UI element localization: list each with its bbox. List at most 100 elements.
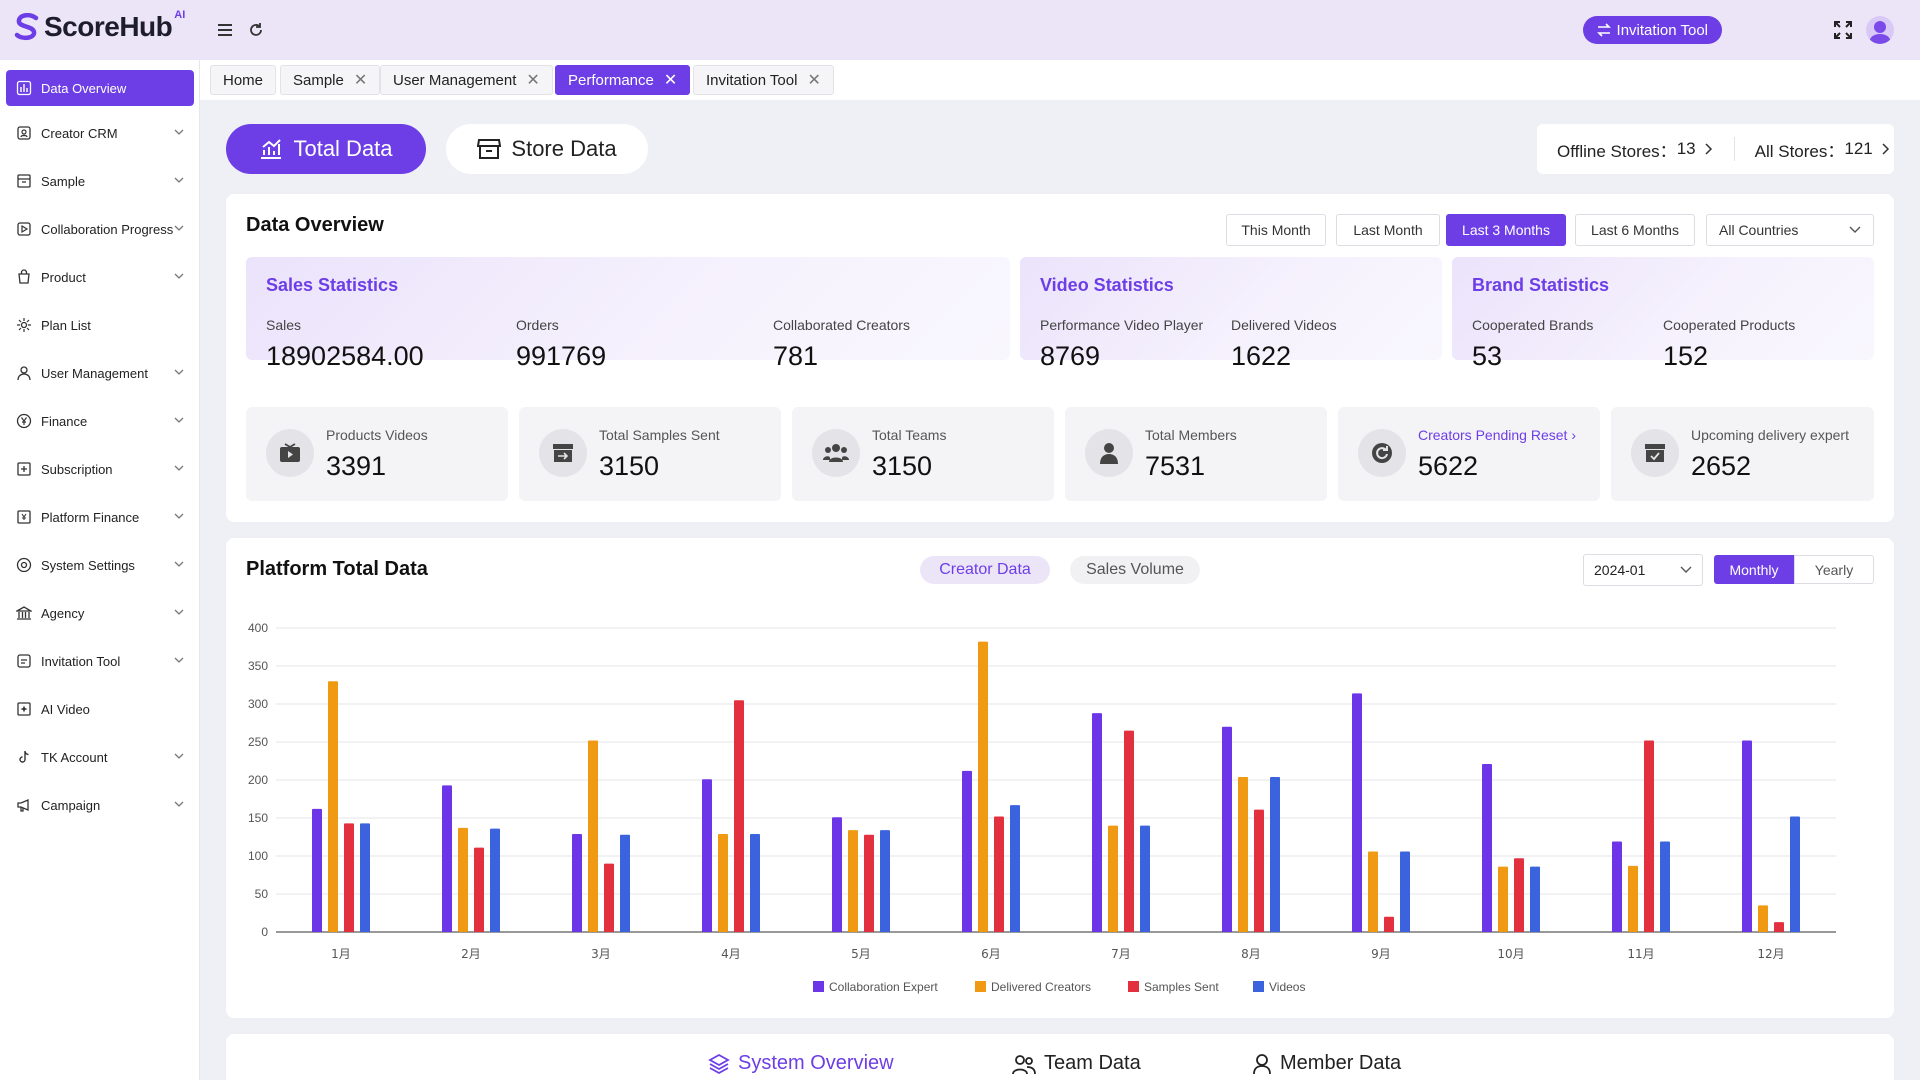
- swap-icon: [1596, 23, 1611, 37]
- tab-label: Team Data: [1044, 1052, 1141, 1074]
- sidebar-item-label: Data Overview: [41, 80, 127, 96]
- metric-value: 3150: [599, 451, 660, 481]
- period-yearly[interactable]: Yearly: [1794, 555, 1874, 584]
- sidebar-item-sample[interactable]: Sample: [6, 163, 194, 199]
- sidebar-item-platform-finance[interactable]: Platform Finance: [6, 499, 194, 535]
- period-monthly[interactable]: Monthly: [1714, 555, 1794, 584]
- app-logo[interactable]: ScoreHub AI: [14, 9, 185, 43]
- segment-creator-data[interactable]: Creator Data: [920, 556, 1050, 584]
- tab-invitation-tool[interactable]: Invitation Tool ✕: [693, 65, 834, 95]
- filter-last-month[interactable]: Last Month: [1336, 214, 1440, 246]
- bar: [1400, 851, 1410, 932]
- chevron-down-icon: [174, 561, 184, 567]
- delivery-box-icon: [1631, 429, 1679, 477]
- sidebar-item-tk-account[interactable]: TK Account: [6, 739, 194, 775]
- bar: [1742, 740, 1752, 932]
- total-data-button[interactable]: Total Data: [226, 124, 426, 174]
- sidebar-item-label: Product: [41, 269, 86, 285]
- bar: [1108, 825, 1118, 932]
- close-icon[interactable]: ✕: [353, 72, 368, 89]
- tab-sample[interactable]: Sample ✕: [280, 65, 381, 95]
- store-icon: [477, 139, 502, 159]
- metric-label: Total Teams: [872, 427, 947, 443]
- sidebar-item-label: Creator CRM: [41, 125, 118, 141]
- tab-system-overview[interactable]: System Overview: [708, 1052, 894, 1075]
- x-tick-label: 9月: [1371, 947, 1391, 961]
- legend-swatch: [1253, 981, 1264, 992]
- sidebar-item-system-settings[interactable]: System Settings: [6, 547, 194, 583]
- menu-toggle-icon[interactable]: [214, 19, 236, 41]
- team-outline-icon: [1012, 1054, 1036, 1074]
- store-data-label: Store Data: [511, 136, 617, 161]
- sidebar-item-campaign[interactable]: Campaign: [6, 787, 194, 823]
- filter-this-month[interactable]: This Month: [1226, 214, 1326, 246]
- tiktok-icon: [19, 750, 29, 763]
- country-select[interactable]: All Countries: [1706, 214, 1874, 246]
- sidebar-item-finance[interactable]: Finance: [6, 403, 194, 439]
- filter-last-6-months[interactable]: Last 6 Months: [1575, 214, 1695, 246]
- y-tick-label: 200: [248, 773, 268, 787]
- sidebar-item-data-overview[interactable]: Data Overview: [6, 70, 194, 106]
- megaphone-icon: [17, 799, 29, 812]
- metric-label: Total Samples Sent: [599, 427, 720, 443]
- gear-icon: [16, 557, 32, 573]
- metric-value: 5622: [1418, 451, 1479, 481]
- sidebar-item-creator-crm[interactable]: Creator CRM: [6, 115, 194, 151]
- reset-icon: [1358, 429, 1406, 477]
- sidebar-item-label: Campaign: [41, 797, 101, 813]
- sidebar-item-ai-video[interactable]: AI Video: [6, 691, 194, 727]
- bar: [1612, 841, 1622, 932]
- legend-label: Samples Sent: [1144, 980, 1219, 994]
- segment-sales-volume[interactable]: Sales Volume: [1070, 556, 1200, 584]
- offline-stores-link[interactable]: Offline Stores： 13: [1557, 137, 1714, 162]
- tab-member-data[interactable]: Member Data: [1252, 1052, 1401, 1075]
- close-icon[interactable]: ✕: [807, 72, 821, 89]
- sidebar-item-agency[interactable]: Agency: [6, 595, 194, 631]
- store-data-button[interactable]: Store Data: [446, 124, 648, 174]
- offline-stores-value: 13: [1676, 139, 1696, 158]
- sidebar-item-label: Finance: [41, 413, 88, 429]
- bank-icon: [16, 606, 32, 620]
- offline-stores-label: Offline Stores：: [1557, 141, 1677, 161]
- sidebar-item-plan-list[interactable]: Plan List: [6, 307, 194, 343]
- top-bar: ScoreHub AI Invitation Tool: [0, 0, 1920, 60]
- close-icon[interactable]: ✕: [663, 72, 678, 89]
- sidebar-item-label: User Management: [41, 365, 148, 381]
- sidebar-item-label: Sample: [41, 173, 86, 189]
- sidebar-item-collaboration-progress[interactable]: Collaboration Progress: [6, 211, 194, 247]
- all-stores-link[interactable]: All Stores： 121: [1755, 137, 1891, 162]
- sidebar-item-invitation-tool[interactable]: Invitation Tool: [6, 643, 194, 679]
- tab-home[interactable]: Home: [210, 65, 277, 95]
- invitation-tool-button[interactable]: Invitation Tool: [1582, 16, 1722, 44]
- plus-square-icon: [17, 462, 31, 476]
- total-data-label: Total Data: [293, 136, 393, 161]
- close-icon[interactable]: ✕: [526, 72, 540, 89]
- x-tick-label: 4月: [721, 947, 741, 961]
- bar: [1368, 851, 1378, 932]
- sidebar-item-product[interactable]: Product: [6, 259, 194, 295]
- metric-creators-pending-reset[interactable]: Creators Pending Reset › 5622: [1338, 407, 1600, 501]
- x-tick-label: 7月: [1111, 947, 1131, 961]
- metric-value: 3150: [872, 451, 933, 481]
- sidebar-item-subscription[interactable]: Subscription: [6, 451, 194, 487]
- user-avatar[interactable]: [1866, 16, 1894, 44]
- bar: [1254, 809, 1264, 932]
- platform-total-panel: [226, 538, 1894, 1018]
- metric-label-link[interactable]: Creators Pending Reset ›: [1418, 427, 1576, 443]
- month-picker[interactable]: 2024-01: [1583, 554, 1703, 586]
- fullscreen-icon[interactable]: [1832, 19, 1854, 41]
- chevron-down-icon: [174, 513, 184, 519]
- sidebar-item-label: Agency: [41, 605, 85, 621]
- refresh-icon[interactable]: [245, 19, 267, 41]
- bar: [1498, 866, 1508, 932]
- tab-team-data[interactable]: Team Data: [1012, 1052, 1141, 1075]
- bar: [1010, 805, 1020, 932]
- tab-performance[interactable]: Performance ✕: [555, 65, 691, 95]
- chevron-down-icon: [174, 369, 184, 375]
- bar: [734, 700, 744, 932]
- bar: [1628, 865, 1638, 932]
- filter-last-3-months[interactable]: Last 3 Months: [1446, 214, 1566, 246]
- sidebar-item-user-management[interactable]: User Management: [6, 355, 194, 391]
- tab-user-management[interactable]: User Management ✕: [380, 65, 553, 95]
- data-overview-title: Data Overview: [246, 214, 384, 236]
